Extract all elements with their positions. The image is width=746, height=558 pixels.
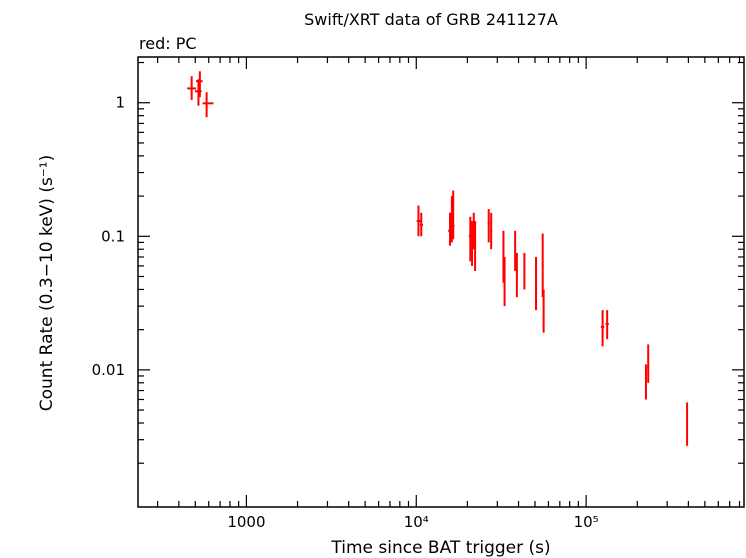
data-point: [647, 344, 650, 383]
data-point: [416, 205, 421, 237]
x-tick-labels: 1000 10⁴ 10⁵: [227, 513, 598, 531]
data-point: [487, 209, 490, 243]
data-point: [600, 310, 605, 347]
data-point: [514, 230, 517, 271]
y-axis-label: Count Rate (0.3−10 keV) (s⁻¹): [37, 155, 57, 412]
data-point: [541, 233, 544, 298]
y-tick-label: 0.1: [101, 227, 125, 245]
data-point: [686, 402, 689, 446]
x-minor-ticks: [157, 57, 741, 507]
data-point: [605, 310, 609, 340]
data-point: [419, 212, 423, 237]
data-point: [194, 79, 202, 106]
y-tick-label: 1: [115, 94, 125, 112]
y-tick-label: 0.01: [92, 361, 125, 379]
data-point: [515, 252, 518, 298]
plot-frame: [137, 56, 745, 508]
data-point: [503, 256, 506, 307]
y-tick-labels: 1 0.1 0.01: [92, 94, 125, 379]
data-point: [490, 212, 493, 250]
data-point: [451, 190, 455, 240]
x-axis-label: Time since BAT trigger (s): [330, 538, 550, 558]
data-point: [187, 76, 197, 100]
chart-title: Swift/XRT data of GRB 241127A: [304, 10, 558, 29]
x-major-ticks: [245, 57, 587, 507]
y-minor-ticks: [138, 61, 744, 464]
x-tick-label: 10⁴: [404, 513, 429, 531]
y-major-ticks: [138, 102, 744, 371]
data-point: [542, 289, 545, 333]
data-point: [474, 221, 477, 271]
data-point: [523, 252, 526, 290]
data-points: [187, 71, 689, 446]
data-point: [202, 92, 214, 118]
chart-subtitle: red: PC: [139, 34, 197, 53]
data-point: [644, 364, 647, 400]
x-tick-label: 1000: [227, 513, 265, 531]
x-tick-label: 10⁵: [574, 513, 599, 531]
data-point: [535, 256, 538, 311]
